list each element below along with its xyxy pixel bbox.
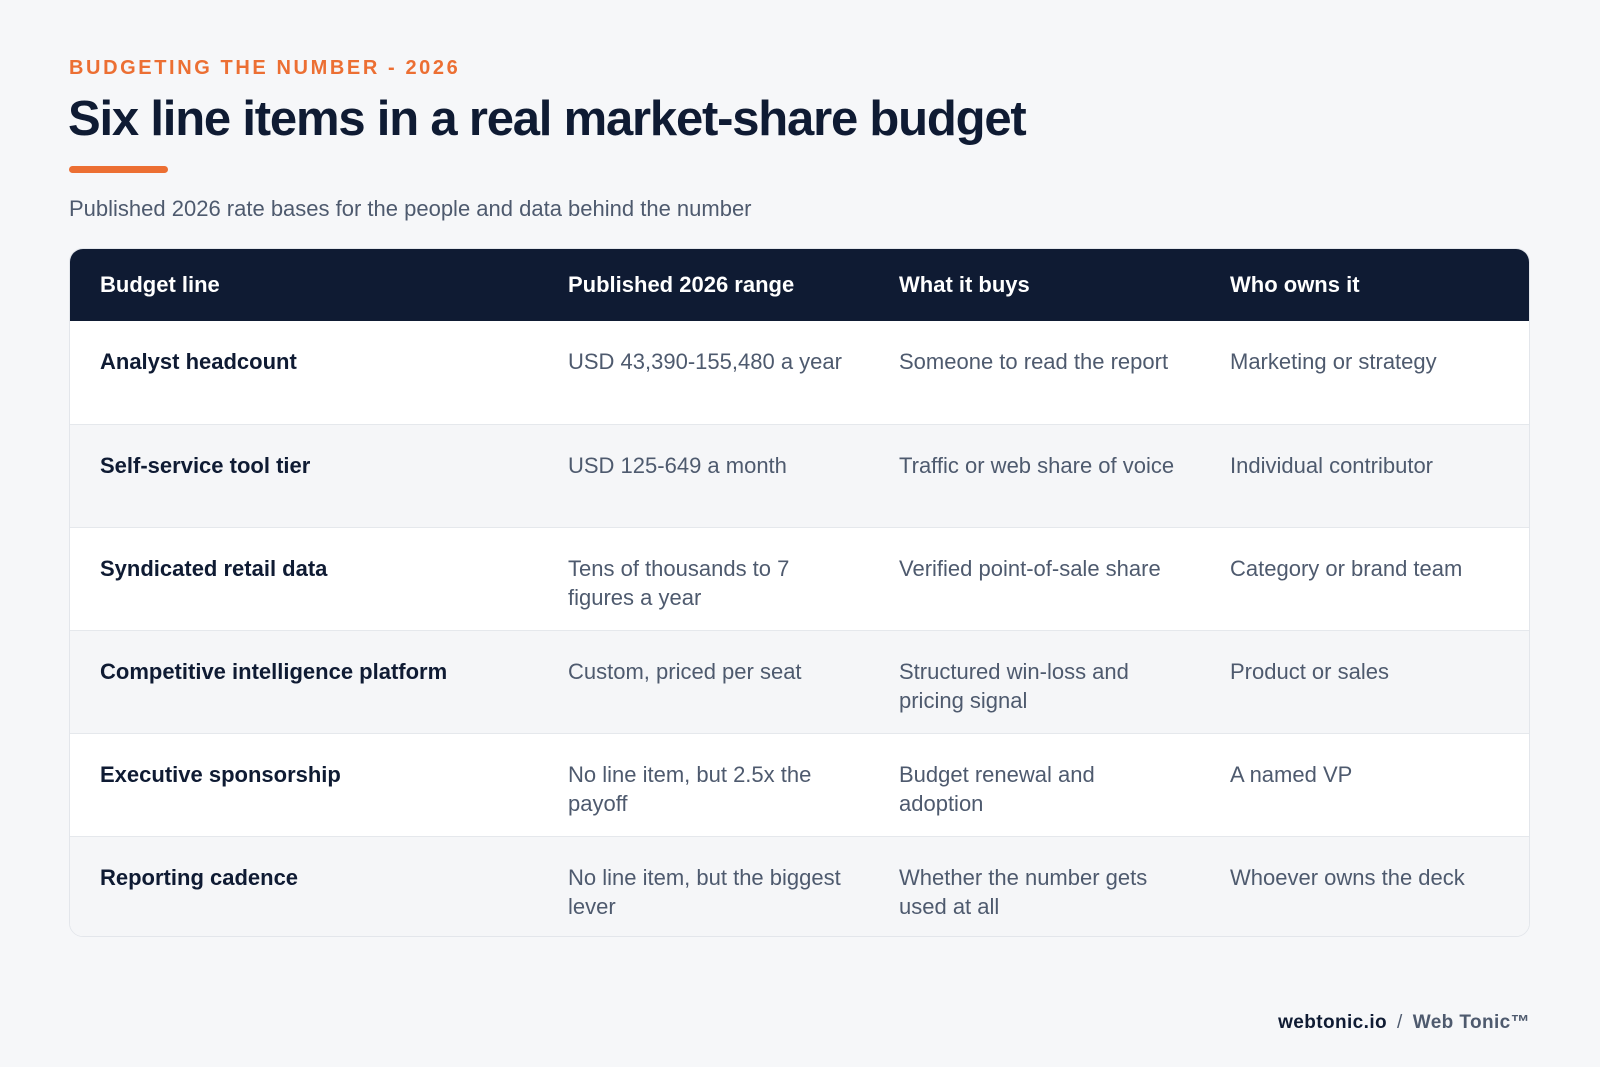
table-row: Competitive intelligence platform Custom… xyxy=(70,630,1529,733)
budget-line-cell: Self-service tool tier xyxy=(100,452,311,478)
owner-cell: A named VP xyxy=(1230,761,1353,787)
column-header-budget-line: Budget line xyxy=(100,272,220,297)
range-cell: No line item, but 2.5x the payoff xyxy=(568,761,812,816)
range-cell: USD 43,390-155,480 a year xyxy=(568,349,842,374)
range-cell: No line item, but the biggest lever xyxy=(568,864,841,919)
buys-cell: Traffic or web share of voice xyxy=(899,452,1175,478)
budget-line-cell: Executive sponsorship xyxy=(100,761,341,787)
page-subtitle: Published 2026 rate bases for the people… xyxy=(69,196,752,221)
budget-line-cell: Competitive intelligence platform xyxy=(100,658,448,684)
table-header-row: Budget line Published 2026 range What it… xyxy=(70,249,1529,321)
range-cell: USD 125-649 a month xyxy=(568,452,787,478)
budget-table: Budget line Published 2026 range What it… xyxy=(70,249,1529,936)
column-header-range: Published 2026 range xyxy=(568,272,795,297)
table-header: Budget line Published 2026 range What it… xyxy=(70,249,1529,321)
budget-line-cell: Reporting cadence xyxy=(100,864,299,890)
column-header-who-owns-it: Who owns it xyxy=(1230,272,1360,297)
footer-credit: webtonic.io / Web Tonic™ xyxy=(1278,1012,1530,1034)
table-row: Syndicated retail data Tens of thousands… xyxy=(70,527,1529,630)
table-row: Analyst headcount USD 43,390-155,480 a y… xyxy=(70,321,1529,424)
buys-cell: Whether the number gets used at all xyxy=(899,864,1148,919)
range-cell: Custom, priced per seat xyxy=(568,658,802,684)
buys-cell: Structured win-loss and pricing signal xyxy=(899,658,1129,713)
column-header-what-it-buys: What it buys xyxy=(899,272,1030,297)
buys-cell: Someone to read the report xyxy=(899,349,1169,374)
table-body: Analyst headcount USD 43,390-155,480 a y… xyxy=(70,321,1529,936)
footer-brand: Web Tonic™ xyxy=(1412,1012,1530,1033)
budget-line-cell: Syndicated retail data xyxy=(100,555,328,581)
range-cell: Tens of thousands to 7 figures a year xyxy=(568,555,790,610)
eyebrow-label: BUDGETING THE NUMBER - 2026 xyxy=(69,57,461,79)
footer-site: webtonic.io xyxy=(1278,1012,1388,1033)
owner-cell: Individual contributor xyxy=(1230,452,1434,478)
table-row: Reporting cadence No line item, but the … xyxy=(70,836,1529,936)
footer-separator: / xyxy=(1397,1012,1403,1033)
owner-cell: Whoever owns the deck xyxy=(1230,864,1465,890)
title-underline xyxy=(69,166,168,173)
table-row: Self-service tool tier USD 125-649 a mon… xyxy=(70,424,1529,527)
owner-cell: Product or sales xyxy=(1230,658,1389,684)
page-title: Six line items in a real market-share bu… xyxy=(68,92,1027,146)
table-row: Executive sponsorship No line item, but … xyxy=(70,733,1529,836)
buys-cell: Verified point-of-sale share xyxy=(899,555,1161,581)
budget-line-cell: Analyst headcount xyxy=(100,349,297,374)
owner-cell: Marketing or strategy xyxy=(1230,349,1437,374)
budget-table-card: Budget line Published 2026 range What it… xyxy=(69,248,1530,937)
owner-cell: Category or brand team xyxy=(1230,555,1463,581)
buys-cell: Budget renewal and adoption xyxy=(899,761,1095,816)
